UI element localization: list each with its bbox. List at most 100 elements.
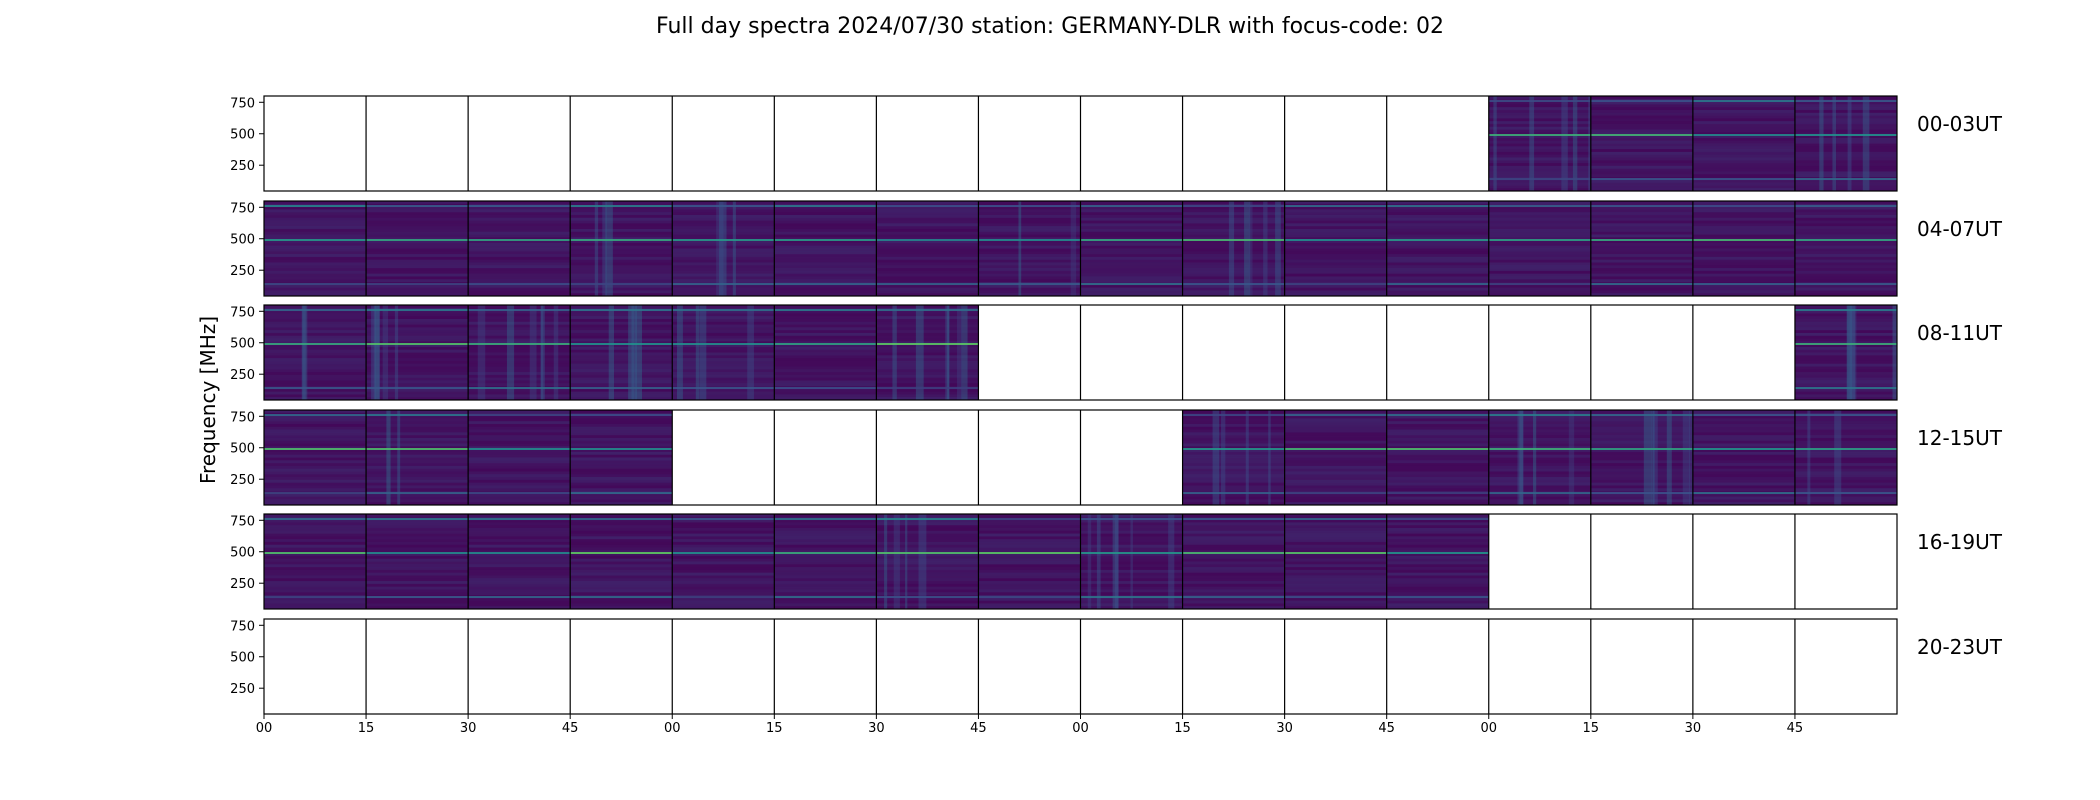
- spectrum-band: [978, 567, 1081, 571]
- spectrum-band: [468, 287, 571, 291]
- spectrum-band: [468, 569, 571, 574]
- spectrum-band: [1284, 432, 1387, 436]
- spectrum-band: [1182, 206, 1285, 210]
- spectrum-band: [1590, 154, 1693, 158]
- spectrum-band: [468, 231, 571, 236]
- spectrum-band: [1488, 143, 1591, 147]
- spectrum-band: [1590, 174, 1693, 178]
- spectrum-band: [366, 259, 469, 263]
- spectrum-band: [1386, 231, 1489, 236]
- emission-line: [468, 343, 571, 346]
- emission-line: [570, 387, 673, 390]
- spectrum-band: [264, 437, 367, 442]
- spectrum-band: [366, 397, 469, 400]
- spectrum-band: [774, 527, 877, 532]
- spectrum-band: [366, 519, 469, 523]
- spectrum-band: [1794, 107, 1897, 111]
- emission-line: [264, 414, 367, 417]
- spectrum-band: [876, 262, 979, 266]
- spectrum-band: [1284, 234, 1387, 238]
- spectrum-band: [978, 248, 1081, 252]
- spectrum-band: [366, 290, 469, 294]
- spectrum-band: [366, 514, 469, 518]
- spectrum-band: [1182, 555, 1285, 560]
- spectrum-band: [570, 324, 673, 328]
- spectrum-band: [876, 293, 979, 296]
- spectrum-band: [774, 383, 877, 387]
- spectrum-band: [366, 279, 469, 283]
- spectrum-band: [1590, 451, 1693, 456]
- spectrum-band: [1692, 248, 1795, 252]
- spectrum-band: [1386, 600, 1489, 604]
- spectrum-band: [672, 284, 775, 289]
- spectrum-band: [1794, 234, 1897, 238]
- spectrum-band: [672, 369, 775, 373]
- spectrum-band: [1488, 121, 1591, 125]
- spectrum-band: [774, 242, 877, 247]
- spectrum-band: [468, 446, 571, 450]
- spectrum-band: [774, 564, 877, 568]
- spectrum-band: [1794, 290, 1897, 294]
- spectrum-band: [1794, 217, 1897, 222]
- spectrum-band: [1386, 514, 1489, 518]
- spectrum-band: [1590, 96, 1693, 100]
- spectrogram-panel: [978, 514, 1081, 609]
- spectrum-band: [876, 341, 979, 345]
- y-tick-label: 500: [230, 337, 255, 352]
- spectrum-band: [1590, 457, 1693, 461]
- spectrum-band: [1182, 245, 1285, 249]
- spectrum-band: [672, 242, 775, 247]
- spectrum-band: [876, 242, 979, 247]
- spectrum-band: [468, 592, 571, 596]
- spectrum-band: [876, 547, 979, 551]
- interference-stripe: [961, 305, 968, 400]
- spectrum-band: [1794, 440, 1897, 445]
- spectrum-band: [1386, 410, 1489, 414]
- panel-background: [1692, 514, 1795, 609]
- spectrum-band: [876, 234, 979, 238]
- spectrum-band: [1386, 206, 1489, 210]
- spectrogram-panel: [264, 305, 367, 400]
- spectrum-band: [672, 578, 775, 582]
- spectrum-band: [1182, 603, 1285, 607]
- spectrum-band: [1692, 185, 1795, 189]
- spectrum-band: [1386, 522, 1489, 526]
- spectrum-band: [264, 254, 367, 258]
- spectrum-band: [1488, 104, 1591, 108]
- spectrum-band: [1284, 488, 1387, 492]
- spectrum-band: [672, 544, 775, 549]
- spectrum-band: [366, 432, 469, 436]
- spectrum-band: [1590, 248, 1693, 252]
- spectrum-band: [1488, 273, 1591, 277]
- spectrogram-panel: [1182, 410, 1292, 505]
- spectrum-band: [1590, 206, 1693, 210]
- spectrum-band: [1386, 287, 1489, 291]
- spectrum-band: [1386, 254, 1489, 258]
- spectrum-band: [1590, 435, 1693, 439]
- spectrum-band: [366, 262, 469, 266]
- spectrum-band: [468, 324, 571, 328]
- spectrum-band: [366, 254, 469, 258]
- spectrum-band: [978, 519, 1081, 523]
- spectrum-band: [1794, 168, 1897, 172]
- spectrum-band: [1794, 338, 1897, 342]
- spectrum-band: [1080, 251, 1183, 255]
- spectrum-band: [672, 254, 775, 258]
- spectrum-band: [1488, 140, 1591, 144]
- spectrum-band: [1488, 262, 1591, 266]
- spectrum-band: [876, 589, 979, 593]
- spectrum-band: [774, 330, 877, 334]
- spectrum-band: [1182, 471, 1285, 475]
- spectrum-band: [468, 418, 571, 422]
- spectrum-band: [1590, 220, 1693, 224]
- spectrum-band: [366, 273, 469, 277]
- spectrum-band: [1590, 163, 1693, 167]
- spectrum-band: [774, 377, 877, 381]
- spectrum-band: [1080, 539, 1183, 543]
- spectrum-band: [1284, 418, 1387, 422]
- spectrum-band: [1182, 273, 1285, 277]
- spectrum-band: [1488, 426, 1591, 431]
- spectrum-band: [672, 533, 775, 537]
- spectrum-band: [468, 575, 571, 579]
